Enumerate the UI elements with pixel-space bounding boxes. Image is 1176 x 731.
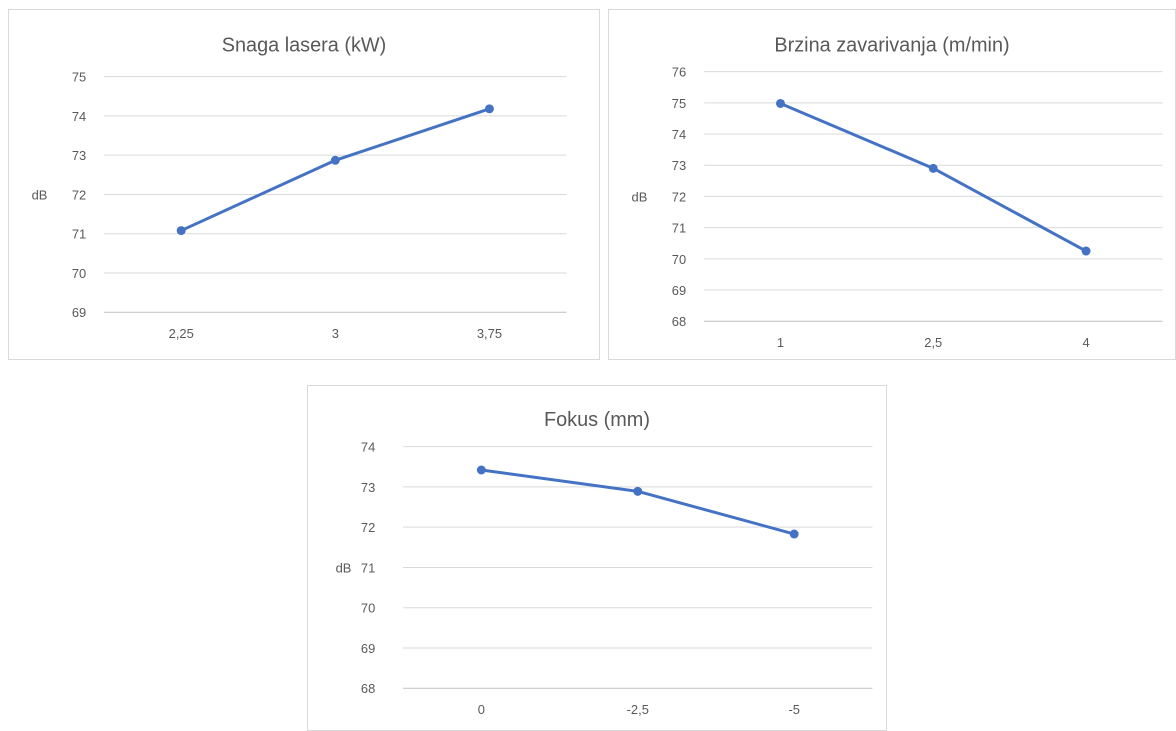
x-tick-label: 1	[777, 335, 784, 350]
chart-snaga-lasera: Snaga lasera (kW) dB 69 70 71 72 73 74 75 2,25 3 3,…	[8, 9, 600, 360]
y-tick-label: 69	[672, 283, 686, 298]
y-tick-label: 70	[361, 601, 375, 616]
y-tick-label: 74	[72, 109, 86, 124]
x-tick-label: 3,75	[477, 326, 502, 341]
chart-title: Fokus (mm)	[544, 409, 650, 431]
x-tick-label: 2,25	[169, 326, 194, 341]
y-axis-label: dB	[632, 189, 648, 204]
series-line	[479, 468, 796, 536]
y-tick-label: 74	[361, 440, 375, 455]
y-tick-label: 71	[72, 227, 86, 242]
data-point	[176, 226, 186, 236]
y-axis-label: dB	[336, 560, 352, 575]
y-tick-label: 71	[361, 560, 375, 575]
y-tick-label: 72	[361, 520, 375, 535]
y-tick-label: 70	[72, 266, 86, 281]
data-point	[330, 155, 340, 165]
y-tick-label: 75	[72, 70, 86, 85]
x-tick-label: -5	[788, 702, 799, 717]
data-point	[476, 465, 486, 475]
chart-svg-brzina-zavarivanja: Brzina zavarivanja (m/min) dB 68 69 70 71 72 73…	[632, 35, 1163, 350]
chart-svg-fokus: Fokus (mm) dB 68 69 70 71 72 73 74 0 -2,5 -5	[336, 409, 873, 717]
y-tick-label: 69	[361, 641, 375, 656]
y-tick-label: 74	[672, 127, 686, 142]
y-tick-label: 70	[672, 252, 686, 267]
chart-title: Snaga lasera (kW)	[222, 35, 387, 57]
chart-fokus: Fokus (mm) dB 68 69 70 71 72 73 74 0 -2,5 -5	[307, 385, 887, 731]
y-tick-label: 73	[72, 148, 86, 163]
chart-svg-snaga-lasera: Snaga lasera (kW) dB 69 70 71 72 73 74 75 2,25 3 3,…	[32, 35, 567, 341]
y-tick-label: 76	[672, 65, 686, 80]
data-point	[789, 529, 799, 539]
data-point	[633, 486, 643, 496]
chart-title: Brzina zavarivanja (m/min)	[774, 35, 1009, 57]
series-line	[778, 101, 1088, 253]
y-tick-label: 73	[361, 480, 375, 495]
y-tick-label: 72	[72, 187, 86, 202]
x-tick-label: 2,5	[924, 335, 942, 350]
y-tick-label: 68	[672, 314, 686, 329]
y-tick-label: 75	[672, 96, 686, 111]
x-tick-label: 3	[332, 326, 339, 341]
x-tick-label: 4	[1082, 335, 1089, 350]
data-point	[775, 98, 785, 108]
y-tick-label: 72	[672, 189, 686, 204]
y-axis-label: dB	[32, 187, 48, 202]
x-tick-label: 0	[478, 702, 485, 717]
data-point	[1081, 246, 1091, 256]
y-tick-label: 69	[72, 305, 86, 320]
chart-brzina-zavarivanja: Brzina zavarivanja (m/min) dB 68 69 70 71 72 73…	[608, 9, 1176, 360]
y-tick-label: 73	[672, 158, 686, 173]
x-tick-label: -2,5	[627, 702, 649, 717]
data-point	[484, 104, 494, 114]
series-line	[179, 107, 491, 233]
y-tick-label: 68	[361, 681, 375, 696]
y-tick-label: 71	[672, 221, 686, 236]
data-point	[928, 163, 938, 173]
